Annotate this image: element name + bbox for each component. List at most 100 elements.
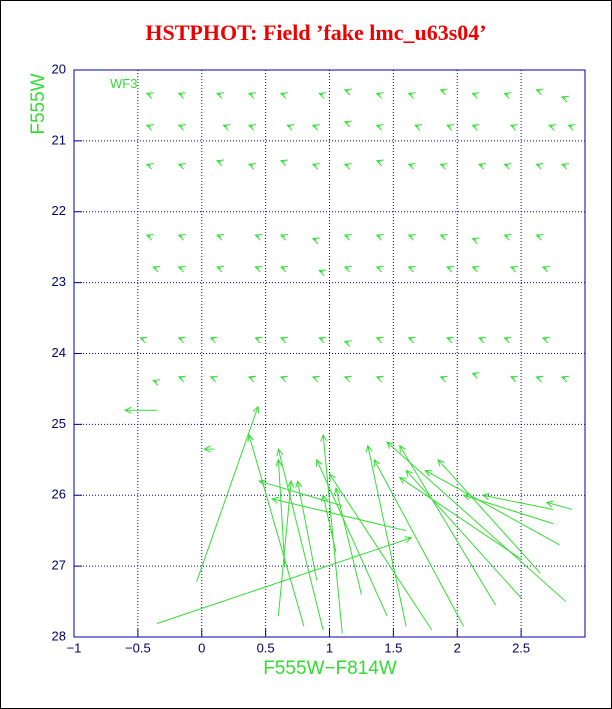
y-tick-label: 22 (52, 203, 66, 218)
vector-arrow (343, 120, 352, 128)
vector-arrow (145, 124, 154, 131)
vector-arrow (247, 124, 257, 131)
vector-arrow (471, 124, 480, 131)
vector-arrow (216, 265, 225, 273)
vector-arrow (177, 375, 186, 383)
vector-arrow (535, 233, 544, 241)
vector-arrow (311, 124, 320, 131)
vector-arrow (509, 124, 518, 131)
x-tick-label: −1 (67, 640, 82, 655)
x-tick-label: 1.5 (384, 640, 402, 655)
vector-arrow (279, 375, 288, 383)
vector-arrow (247, 375, 257, 383)
vector-arrow (196, 405, 260, 582)
vector-arrow (320, 433, 343, 634)
vector-arrow (216, 92, 225, 99)
x-tick-label: 2.5 (512, 640, 530, 655)
vector-arrow (286, 124, 295, 131)
vector-arrow (318, 92, 327, 99)
vector-arrow (437, 458, 541, 574)
vector-arrow (279, 336, 288, 344)
vector-arrow (503, 336, 512, 344)
vector-arrow (548, 124, 557, 131)
vector-arrow (177, 265, 186, 273)
vector-arrow (123, 406, 158, 414)
vector-arrow (375, 265, 384, 273)
vector-arrow (343, 88, 352, 96)
x-tick-label: 2 (454, 640, 461, 655)
vector-arrow (279, 233, 288, 241)
vector-arrow (343, 340, 352, 347)
vector-arrow (216, 233, 225, 241)
vector-arrow (318, 336, 327, 344)
vector-arrow (424, 469, 560, 546)
vector-arrow (177, 124, 186, 131)
vector-arrow (279, 92, 288, 99)
vector-arrow (275, 458, 286, 567)
vector-arrow (254, 336, 263, 344)
vector-arrow (407, 265, 416, 273)
vector-arrow (343, 265, 352, 273)
vector-arrow (405, 469, 522, 599)
vector-arrow (471, 372, 480, 379)
vector-arrow (509, 265, 518, 273)
vector-arrow (276, 448, 324, 631)
vector-arrow (386, 441, 567, 602)
vector-arrow (477, 336, 486, 344)
vector-arrow (254, 265, 263, 273)
y-tick-label: 28 (52, 628, 66, 643)
vector-arrow (373, 458, 465, 627)
vector-arrow (398, 476, 522, 560)
vector-arrow (365, 444, 407, 627)
x-axis-label: F555W−F814W (263, 658, 397, 679)
vector-arrow (439, 233, 448, 241)
vector-arrow (503, 233, 512, 241)
vector-arrow (209, 336, 218, 344)
vector-arrow (445, 124, 455, 131)
x-tick-label: 0.5 (257, 640, 275, 655)
vector-arrow (270, 496, 407, 532)
vector-arrow (209, 375, 218, 383)
vector-arrow (509, 375, 518, 383)
vector-arrow (177, 233, 186, 241)
y-tick-label: 27 (52, 558, 66, 573)
vector-arrow (407, 233, 416, 241)
vector-arrow (462, 493, 554, 525)
vector-arrow (321, 494, 337, 553)
vector-arrow (471, 265, 480, 273)
x-tick-label: 0 (198, 640, 205, 655)
vector-arrow (414, 124, 423, 131)
vector-arrow (328, 473, 433, 631)
vector-arrow (375, 233, 384, 241)
vector-arrow (535, 163, 544, 170)
vector-arrow (375, 159, 384, 167)
vector-arrow (156, 536, 413, 625)
vector-arrow (541, 265, 550, 273)
y-tick-label: 20 (52, 61, 66, 76)
vector-arrow (311, 237, 320, 245)
vector-arrow (375, 336, 384, 344)
vector-arrow (177, 92, 186, 99)
vector-arrow (247, 92, 257, 99)
vector-arrow (279, 159, 288, 167)
y-tick-label: 23 (52, 274, 66, 289)
vector-arrow (560, 375, 570, 383)
vector-arrow (399, 444, 497, 606)
vector-arrow (535, 375, 544, 383)
vector-arrow (333, 487, 362, 595)
vector-arrow (177, 336, 186, 344)
vector-arrow (277, 479, 295, 616)
vector-arrow (477, 163, 486, 170)
vector-arrow (439, 375, 448, 383)
x-tick-label: 1 (326, 640, 333, 655)
vector-arrow (295, 479, 318, 581)
vector-arrow (145, 233, 154, 241)
vector-arrow (203, 445, 215, 453)
vector-arrow (471, 237, 480, 245)
vector-arrow (535, 88, 544, 96)
vector-arrow (375, 375, 384, 383)
x-tick-label: −0.5 (125, 640, 151, 655)
vector-arrow (545, 500, 573, 510)
vector-arrow (254, 233, 263, 241)
